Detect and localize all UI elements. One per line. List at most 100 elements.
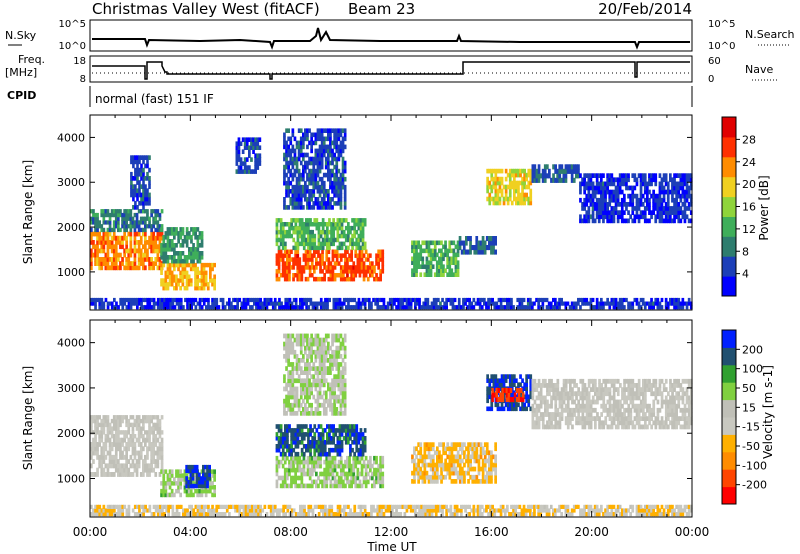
data-cell xyxy=(146,159,149,165)
data-cell xyxy=(679,185,683,191)
data-cell xyxy=(160,446,164,452)
data-cell xyxy=(425,240,429,246)
data-cell xyxy=(117,415,120,420)
data-cell xyxy=(337,362,341,367)
data-cell xyxy=(600,193,603,199)
data-cell xyxy=(292,463,295,469)
data-cell xyxy=(294,245,298,251)
data-cell xyxy=(90,265,93,271)
data-cell xyxy=(148,265,151,271)
data-cell xyxy=(366,479,370,485)
data-cell xyxy=(452,272,456,277)
data-cell xyxy=(196,247,200,252)
data-cell xyxy=(293,168,297,174)
data-cell xyxy=(96,252,99,258)
data-cell xyxy=(329,402,332,408)
data-cell xyxy=(333,337,336,343)
data-cell xyxy=(187,262,191,268)
data-cell xyxy=(652,206,655,211)
data-cell xyxy=(283,475,287,481)
data-cell xyxy=(355,428,359,433)
data-cell xyxy=(135,240,139,245)
data-cell xyxy=(284,245,287,251)
data-cell xyxy=(319,301,323,306)
data-cell xyxy=(181,258,185,264)
data-cell xyxy=(108,446,112,452)
data-cell xyxy=(309,222,312,227)
data-cell xyxy=(589,297,593,303)
data-cell xyxy=(343,390,347,396)
data-cell xyxy=(625,218,628,224)
data-cell xyxy=(302,382,305,388)
data-cell xyxy=(324,411,328,416)
data-cell xyxy=(191,483,195,489)
data-cell xyxy=(230,301,233,306)
data-cell xyxy=(114,426,118,431)
data-cell xyxy=(294,467,297,473)
data-cell xyxy=(302,233,306,239)
data-cell xyxy=(375,253,378,258)
data-cell xyxy=(313,305,317,310)
data-cell xyxy=(333,265,337,270)
data-cell xyxy=(295,184,299,190)
data-cell xyxy=(340,428,344,433)
data-cell xyxy=(357,447,361,453)
data-cell xyxy=(186,305,189,310)
data-cell xyxy=(610,301,614,306)
data-cell xyxy=(160,231,164,237)
data-cell xyxy=(339,390,343,396)
data-cell xyxy=(202,278,206,283)
data-cell xyxy=(347,225,350,231)
data-cell xyxy=(285,180,288,186)
data-cell xyxy=(654,218,658,224)
nsky-label: N.Sky xyxy=(5,29,37,42)
data-cell xyxy=(288,424,291,429)
data-cell xyxy=(377,471,380,477)
data-cell xyxy=(285,345,288,351)
data-cell xyxy=(351,241,354,247)
data-cell xyxy=(581,297,584,303)
data-cell xyxy=(139,450,143,456)
data-cell xyxy=(435,260,439,265)
data-cell xyxy=(127,252,131,258)
data-cell xyxy=(681,297,685,303)
data-cell xyxy=(336,451,340,457)
data-cell xyxy=(648,181,651,187)
data-cell xyxy=(240,301,244,306)
data-cell xyxy=(329,201,332,206)
data-cell xyxy=(602,193,605,199)
data-cell xyxy=(215,305,219,310)
data-cell xyxy=(329,160,332,166)
data-cell xyxy=(312,189,316,194)
data-cell xyxy=(185,231,189,236)
data-cell xyxy=(604,301,607,306)
data-cell xyxy=(344,249,347,254)
data-cell xyxy=(183,488,187,494)
data-cell xyxy=(281,265,285,270)
data-cell xyxy=(110,240,114,245)
cpid-strip: CPID normal (fast) 151 IF xyxy=(7,86,693,107)
data-cell xyxy=(185,262,189,268)
data-cell xyxy=(338,233,342,239)
data-cell xyxy=(666,197,670,203)
data-cell xyxy=(572,301,576,306)
data-cell xyxy=(658,197,662,203)
data-cell xyxy=(158,248,162,254)
data-cell xyxy=(279,237,283,243)
data-cell xyxy=(286,444,289,449)
data-cell xyxy=(291,394,295,400)
data-cell xyxy=(333,411,336,416)
data-cell xyxy=(156,422,160,428)
data-cell xyxy=(469,236,472,242)
data-cell xyxy=(531,168,535,174)
data-cell xyxy=(612,181,616,187)
data-cell xyxy=(100,244,104,250)
data-cell xyxy=(98,459,101,464)
data-cell xyxy=(290,463,293,469)
data-cell xyxy=(179,286,182,291)
data-cell xyxy=(510,180,514,186)
data-cell xyxy=(179,481,182,486)
data-cell xyxy=(604,210,607,215)
data-cell xyxy=(585,218,589,224)
data-cell xyxy=(306,358,309,363)
